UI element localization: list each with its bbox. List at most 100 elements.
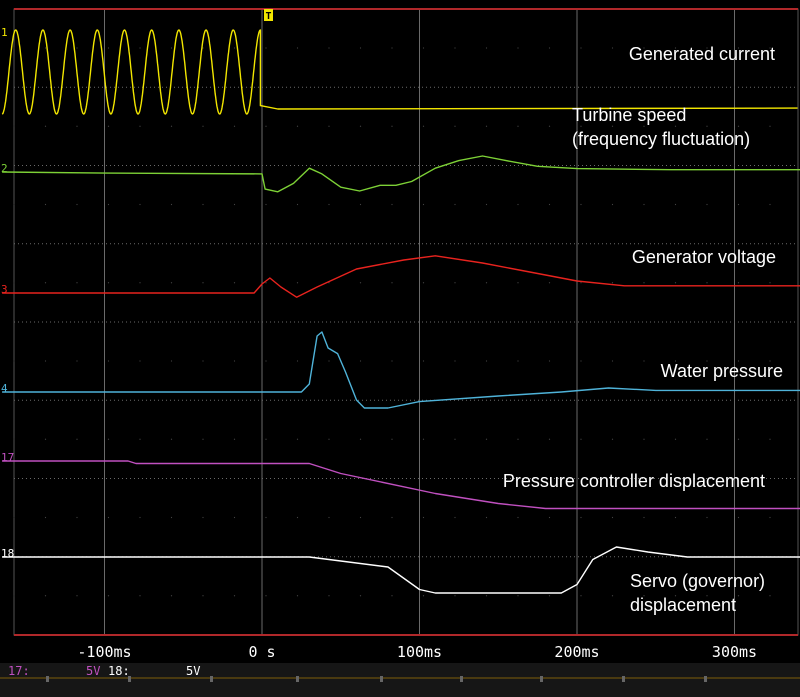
grid-dot — [359, 203, 362, 206]
grid-dot — [328, 360, 330, 362]
series-label-ch17: Pressure controller displacement — [503, 471, 765, 491]
grid-dot — [485, 203, 488, 206]
grid-dot — [422, 47, 425, 49]
status-item: 18: — [108, 664, 130, 678]
trigger-marker-box — [264, 9, 273, 21]
series-labels: Generated current Turbine speed (frequency… — [503, 44, 783, 615]
grid-dot — [265, 125, 267, 127]
series-label-ch1: Generated current — [629, 44, 775, 64]
grid-dot — [674, 360, 677, 362]
grid-dot — [611, 203, 614, 206]
grid-dot — [611, 47, 614, 49]
grid-dot — [485, 282, 488, 284]
series-label-ch4: Water pressure — [661, 361, 783, 381]
grid-dot — [202, 595, 204, 597]
grid-dot — [170, 516, 173, 519]
series-label-ch18: Servo (governor) displacement — [630, 571, 765, 615]
grid-dot — [76, 282, 78, 284]
grid-dot — [233, 203, 236, 206]
grid-dot — [517, 516, 519, 519]
grid-dot — [517, 360, 519, 362]
channel-number-17: 17 — [1, 451, 14, 464]
grid-dot — [76, 438, 78, 440]
grid-dot — [44, 203, 47, 206]
grid-dot — [643, 282, 645, 284]
grid-dot — [76, 595, 78, 597]
grid-dot — [107, 360, 110, 362]
trigger-marker: T — [264, 9, 273, 22]
grid-dot — [265, 438, 267, 440]
grid-dot — [233, 438, 236, 440]
grid-dot — [706, 47, 708, 49]
grid-dot — [422, 282, 425, 284]
grid-dot — [44, 438, 47, 440]
grid-dot — [170, 47, 173, 49]
grid-dot — [454, 438, 456, 440]
channel-number-18: 18 — [1, 547, 14, 560]
status-bar-notch — [460, 676, 463, 682]
grid-dot — [202, 438, 204, 440]
grid-dot — [611, 595, 614, 597]
grid-dot — [170, 595, 173, 597]
grid-dot — [422, 203, 425, 206]
grid-dot — [391, 282, 393, 284]
grid-dot — [13, 203, 15, 206]
grid-dot — [265, 282, 267, 284]
grid-dot — [611, 125, 614, 127]
grid-dot — [548, 516, 551, 519]
grid-dot — [170, 203, 173, 206]
grid-dot — [44, 125, 47, 127]
grid-dot — [359, 516, 362, 519]
status-bar-notch — [540, 676, 543, 682]
grid-dot — [769, 516, 771, 519]
grid-dot — [643, 203, 645, 206]
grid-dot — [202, 203, 204, 206]
grid-dot — [548, 125, 551, 127]
grid-dot — [265, 360, 267, 362]
grid-dot — [517, 438, 519, 440]
grid-dot — [548, 203, 551, 206]
grid-dot — [233, 360, 236, 362]
status-item: 5V — [86, 664, 100, 678]
grid-dot — [328, 47, 330, 49]
grid-dot — [202, 282, 204, 284]
grid-dot — [328, 125, 330, 127]
grid-dot — [548, 360, 551, 362]
grid-dot — [359, 282, 362, 284]
grid-dot — [737, 595, 740, 597]
grid-dot — [454, 516, 456, 519]
trace-ch1 — [1, 29, 798, 115]
grid-dot — [76, 125, 78, 127]
grid-dot — [202, 47, 204, 49]
grid-dot — [706, 125, 708, 127]
grid-dot — [107, 282, 110, 284]
status-bar-notch — [704, 676, 707, 682]
grid-dot — [296, 595, 299, 597]
grid-dot — [170, 125, 173, 127]
grid-dot — [328, 516, 330, 519]
grid-dot — [296, 360, 299, 362]
grid-dot — [170, 438, 173, 440]
grid-dot — [737, 516, 740, 519]
grid-dot — [769, 595, 771, 597]
grid-dot — [107, 125, 110, 127]
grid-dot — [769, 282, 771, 284]
trace-ch18 — [2, 546, 800, 594]
grid-dot — [454, 282, 456, 284]
grid-dot — [265, 595, 267, 597]
status-bar-notch — [296, 676, 299, 682]
grid-dot — [737, 360, 740, 362]
grid-dot — [107, 47, 110, 49]
grid-dot — [769, 360, 771, 362]
grid-dot — [737, 203, 740, 206]
grid-dot — [548, 595, 551, 597]
channel-number-3: 3 — [1, 283, 8, 296]
grid-dot — [422, 516, 425, 519]
grid-dot — [170, 360, 173, 362]
grid-dot — [76, 47, 78, 49]
grid-dot — [139, 595, 141, 597]
grid-dot — [391, 516, 393, 519]
grid-dot — [580, 125, 582, 127]
grid-dot — [611, 438, 614, 440]
